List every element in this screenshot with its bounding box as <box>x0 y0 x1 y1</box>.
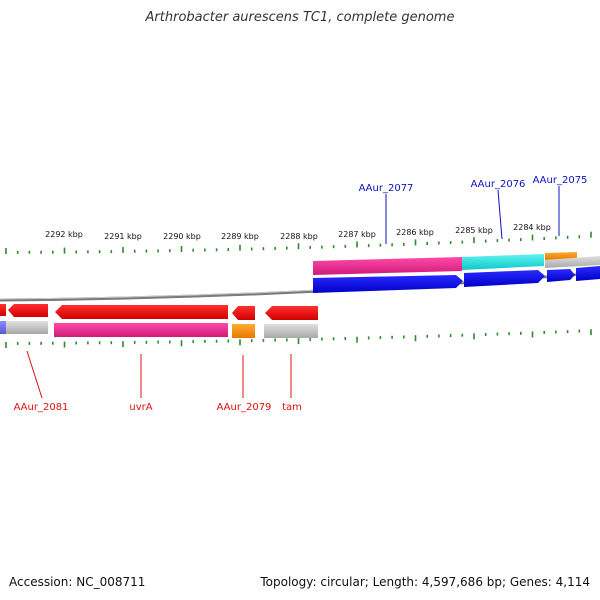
gene-labels-reverse: AAur_2081 uvrA AAur_2079 tam <box>14 402 302 413</box>
gene-feature <box>6 321 48 334</box>
topology-text: Topology: circular; Length: 4,597,686 bp… <box>260 575 590 589</box>
reverse-strand-lower <box>0 321 318 338</box>
figure-title: Arthrobacter aurescens TC1, complete gen… <box>145 10 455 25</box>
reverse-strand-upper <box>0 304 318 320</box>
gene-labels-forward: AAur_2077 AAur_2076 AAur_2075 <box>359 175 588 194</box>
scale-labels: 2292 kbp 2291 kbp 2290 kbp 2289 kbp 2288… <box>45 223 551 241</box>
label-leaders <box>26 186 560 399</box>
gene-label: AAur_2081 <box>14 402 69 413</box>
scale-label: 2292 kbp <box>45 230 83 239</box>
gene-label: AAur_2075 <box>533 175 588 186</box>
forward-strand-lower <box>313 266 600 293</box>
gene-feature <box>545 256 600 268</box>
leader-line <box>497 189 503 240</box>
scale-label: 2284 kbp <box>513 223 551 232</box>
gene-feature <box>313 257 462 275</box>
gene-arrow-reverse <box>8 304 48 317</box>
gene-arrow-reverse <box>232 306 255 320</box>
scale-ticks-top <box>5 231 592 254</box>
gene-arrow-forward <box>576 266 600 281</box>
scale-label: 2285 kbp <box>455 226 493 235</box>
gene-feature <box>462 254 544 270</box>
gene-arrow-forward <box>464 270 545 287</box>
gene-arrow-reverse <box>265 306 318 320</box>
scale-label: 2291 kbp <box>104 232 142 241</box>
gene-label: AAur_2076 <box>471 179 526 190</box>
gene-label: tam <box>282 402 302 413</box>
scale-label: 2287 kbp <box>338 230 376 239</box>
gene-arrow-forward <box>313 275 463 293</box>
gene-feature <box>545 252 577 260</box>
gene-arrow-reverse <box>0 304 6 316</box>
scale-label: 2289 kbp <box>221 232 259 241</box>
scale-label: 2290 kbp <box>163 232 201 241</box>
gene-label: AAur_2079 <box>217 402 272 413</box>
gene-label: uvrA <box>129 402 152 413</box>
gene-label: AAur_2077 <box>359 183 414 194</box>
scale-ticks-bottom <box>5 329 592 348</box>
gene-feature <box>264 324 318 338</box>
gene-feature <box>232 324 255 338</box>
gene-arrow-forward <box>547 269 575 282</box>
gene-feature <box>54 323 228 337</box>
gene-feature <box>0 321 6 334</box>
accession-text: Accession: NC_008711 <box>9 575 146 589</box>
gene-arrow-reverse <box>55 305 228 319</box>
forward-strand-upper <box>313 252 600 275</box>
scale-label: 2286 kbp <box>396 228 434 237</box>
leader-line <box>26 350 43 399</box>
scale-label: 2288 kbp <box>280 232 318 241</box>
